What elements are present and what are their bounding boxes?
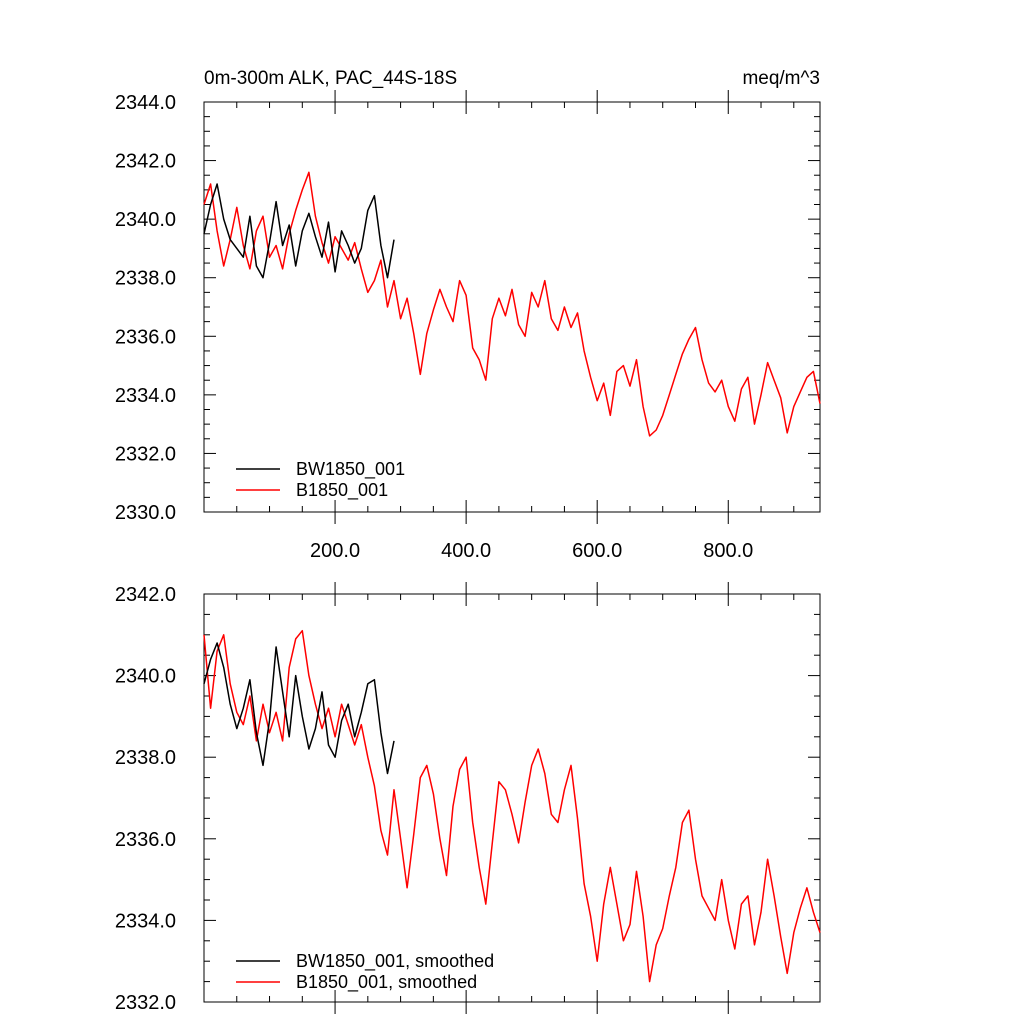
legend-label-bw1850-smoothed: BW1850_001, smoothed (296, 951, 494, 972)
top-xtick-label: 200.0 (310, 540, 360, 562)
top-series-b1850-001 (203, 171, 821, 437)
legend-label-bw1850: BW1850_001 (296, 459, 405, 480)
bottom-axes: 2332.0 2334.0 2336.0 2338.0 2340.0 2342.0 (115, 582, 821, 1014)
bottom-ytick-label: 2340.0 (115, 666, 176, 688)
legend-label-b1850: B1850_001 (296, 480, 388, 501)
top-ytick-label: 2330.0 (115, 502, 176, 524)
top-panel: 0m-300m ALK, PAC_44S-18S meq/m^3 2330.02… (115, 68, 821, 562)
top-plot-frame (203, 101, 821, 513)
top-series-bw1850-001 (203, 183, 395, 279)
top-xtick-label: 800.0 (703, 540, 753, 562)
bottom-legend: BW1850_001, smoothed B1850_001, smoothed (236, 951, 494, 993)
legend-label-b1850-smoothed: B1850_001, smoothed (296, 972, 477, 993)
top-ytick-label: 2332.0 (115, 443, 176, 465)
top-series (203, 171, 821, 437)
top-ytick-label: 2334.0 (115, 385, 176, 407)
bottom-ytick-label: 2342.0 (115, 584, 176, 606)
bottom-panel: 2332.0 2334.0 2336.0 2338.0 2340.0 2342.0 BW1… (115, 582, 821, 1014)
top-title-left: 0m-300m ALK, PAC_44S-18S (204, 68, 457, 89)
bottom-ytick-label: 2334.0 (115, 910, 176, 932)
bottom-ytick-label: 2336.0 (115, 829, 176, 851)
top-title-right: meq/m^3 (742, 68, 820, 89)
bottom-ytick-label: 2332.0 (115, 992, 176, 1014)
top-ytick-label: 2336.0 (115, 326, 176, 348)
bottom-series (203, 629, 821, 983)
top-xtick-label: 600.0 (572, 540, 622, 562)
top-ytick-label: 2342.0 (115, 151, 176, 173)
top-ytick-label: 2344.0 (115, 92, 176, 114)
bottom-series-bw1850-001-smoothed (203, 642, 395, 775)
top-xtick-label: 400.0 (441, 540, 491, 562)
top-axes: 2330.0 2332.0 2334.0 2336.0 2338.0 2340.0 2342… (115, 90, 821, 562)
bottom-ytick-label: 2338.0 (115, 747, 176, 769)
top-ytick-label: 2340.0 (115, 209, 176, 231)
top-legend: BW1850_001 B1850_001 (236, 459, 405, 501)
top-ytick-label: 2338.0 (115, 268, 176, 290)
bottom-plot-frame (203, 593, 821, 1003)
